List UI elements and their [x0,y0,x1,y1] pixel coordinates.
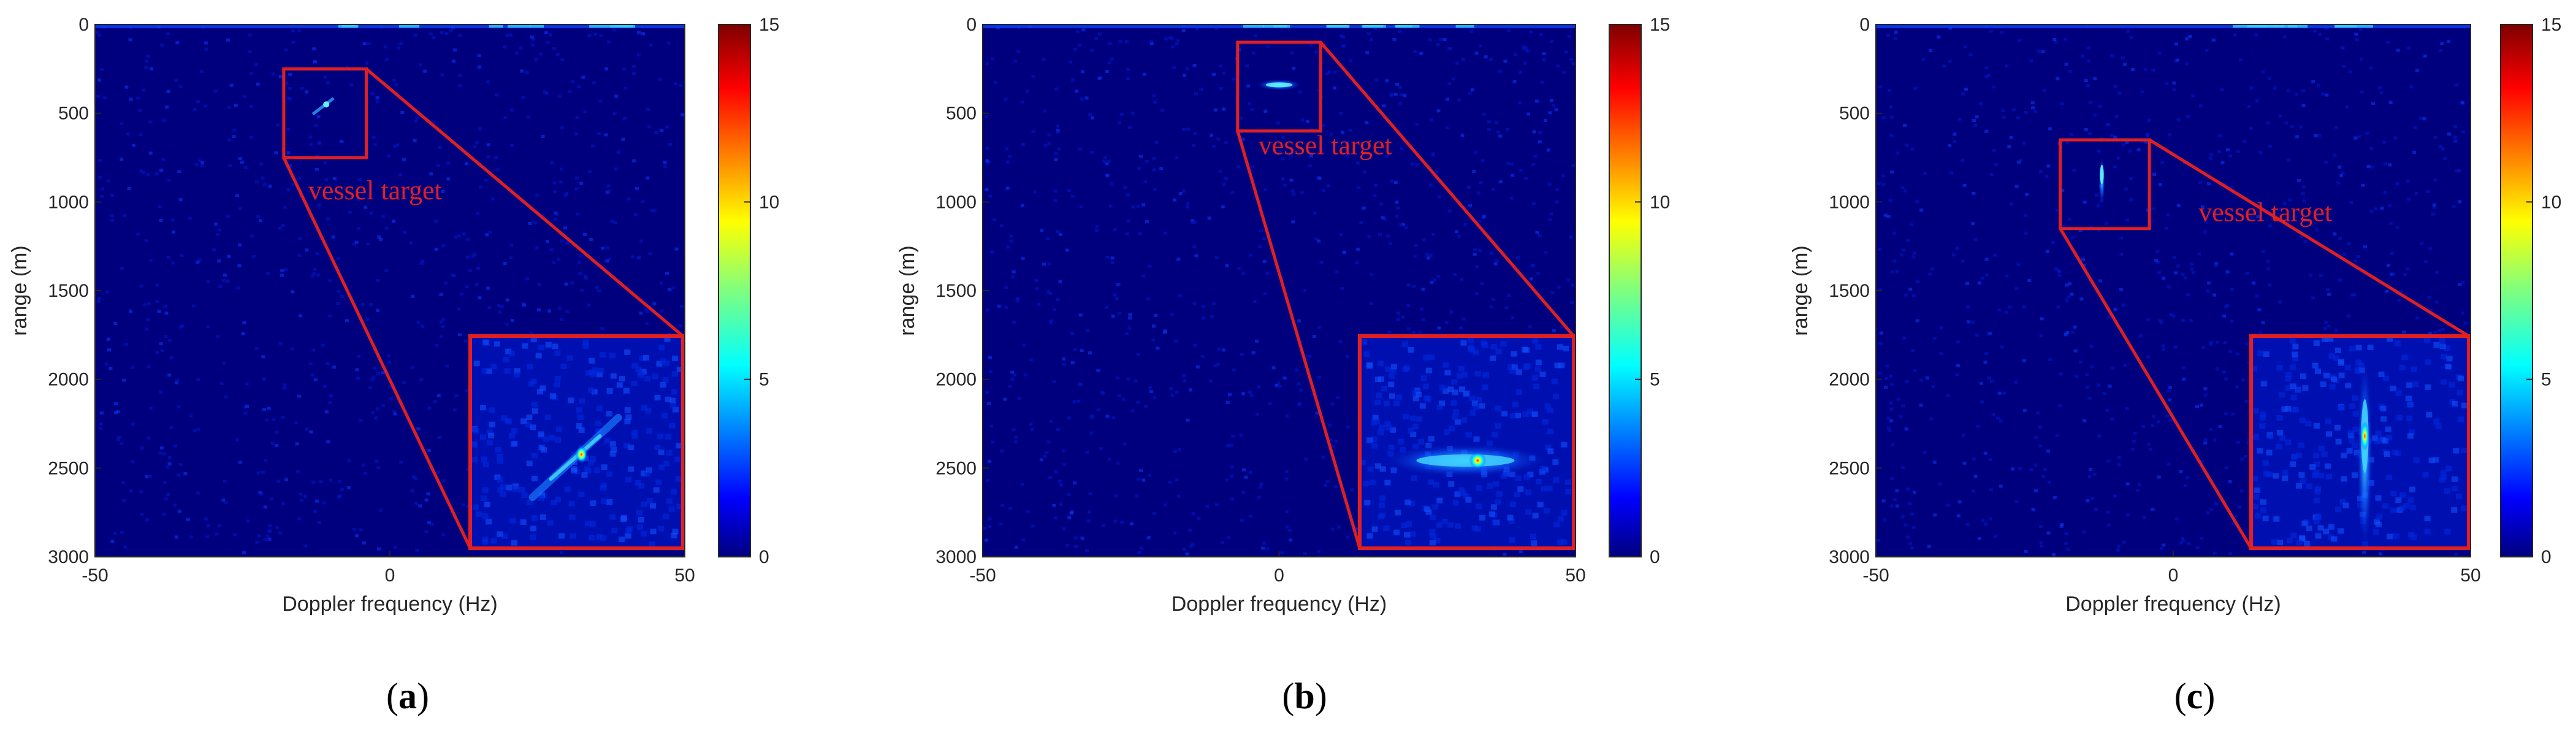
connector-line [1319,41,1575,337]
zoom-inset [1358,334,1576,550]
x-tick-label: 0 [2168,565,2179,586]
y-tick-label: 1000 [1829,192,1870,212]
y-axis-label: range (m) [896,245,919,335]
colorbar-tick-label: 15 [759,15,779,35]
chart-panel-c: vessel target050010001500200025003000-50… [1789,15,2561,716]
colorbar-tick-label: 10 [759,192,779,212]
y-tick-label: 1500 [1829,281,1870,301]
y-tick-label: 500 [1839,104,1870,124]
y-axis-label: range (m) [8,245,31,335]
x-tick-label: -50 [82,565,108,586]
panel-caption: (a) [386,676,429,716]
y-tick-label: 3000 [1829,547,1870,567]
y-tick-label: 1000 [48,192,89,212]
annotation-label: vessel target [308,175,442,205]
y-tick-label: 2000 [1829,370,1870,390]
y-tick-label: 0 [1859,15,1870,35]
y-tick-label: 500 [946,104,977,124]
connector-line [282,156,472,549]
annotation-label: vessel target [1259,131,1392,161]
near-range-clutter [1876,25,2471,28]
zoom-inset [2249,334,2471,550]
x-axis-label: Doppler frequency (Hz) [282,592,497,616]
y-tick-label: 2500 [936,458,977,478]
zoom-inset [468,334,685,550]
y-tick-label: 1500 [48,281,89,301]
y-tick-label: 2000 [48,370,89,390]
colorbar-tick-label: 10 [2541,192,2561,212]
panel-caption: (b) [1282,676,1327,716]
x-tick-label: 0 [1274,565,1284,586]
colorbar-scale [2500,24,2533,557]
annotation-callout [1236,40,1575,549]
y-tick-label: 500 [58,104,89,124]
annotation-callout [2059,138,2470,549]
near-range-clutter [95,25,685,28]
x-tick-label: 50 [674,565,695,586]
annotation-callout [282,67,684,549]
connector-line [2059,228,2253,549]
colorbar-tick-label: 5 [1650,370,1660,390]
colorbar-tick-label: 10 [1650,192,1670,212]
connector-line [1236,130,1362,549]
chart-panel-b: vessel target050010001500200025003000-50… [896,15,1670,716]
annotation-box [282,67,368,159]
y-tick-label: 2500 [48,458,89,478]
colorbar: 0 5 10 15 [1609,15,1670,567]
y-tick-label: 3000 [48,547,89,567]
colorbar-tick-label: 15 [1650,15,1670,35]
y-tick-label: 2000 [936,370,977,390]
panel-caption: (c) [2174,676,2216,716]
x-tick-label: 50 [2460,565,2480,586]
vessel-target-signal [1257,79,1301,91]
x-tick-label: -50 [969,565,996,586]
inset-border [468,334,685,550]
y-tick-label: 3000 [936,547,977,567]
y-tick-label: 2500 [1829,458,1870,478]
annotation-box [1236,40,1322,133]
annotation-box [2059,138,2151,231]
colorbar: 0 5 10 15 [2500,15,2561,567]
x-tick-label: 0 [385,565,395,586]
x-axis-label: Doppler frequency (Hz) [2065,592,2281,616]
inset-border [2249,334,2471,550]
x-axis-label: Doppler frequency (Hz) [1172,592,1387,616]
x-tick-label: -50 [1862,565,1889,586]
annotation-label: vessel target [2198,197,2332,228]
y-tick-label: 0 [966,15,977,35]
colorbar-scale [718,24,751,557]
colorbar-tick-label: 0 [759,547,769,567]
y-axis-label: range (m) [1789,245,1812,335]
y-tick-label: 1000 [936,192,977,212]
colorbar-tick-label: 0 [1650,547,1660,567]
y-tick-label: 1500 [936,281,977,301]
colorbar-tick-label: 0 [2541,547,2551,567]
connector-line [365,67,684,337]
inset-border [1358,334,1576,550]
colorbar: 0 5 10 15 [718,15,779,567]
x-tick-label: 50 [1565,565,1585,586]
connector-line [2148,138,2470,338]
chart-panel-a: vessel target050010001500200025003000-50… [8,15,779,716]
vessel-target-signal [2098,157,2105,204]
vessel-target-signal [311,97,335,116]
colorbar-tick-label: 5 [2541,370,2551,390]
colorbar-tick-label: 5 [759,370,769,390]
colorbar-scale [1609,24,1642,557]
colorbar-tick-label: 15 [2541,15,2561,35]
y-tick-label: 0 [78,15,89,35]
